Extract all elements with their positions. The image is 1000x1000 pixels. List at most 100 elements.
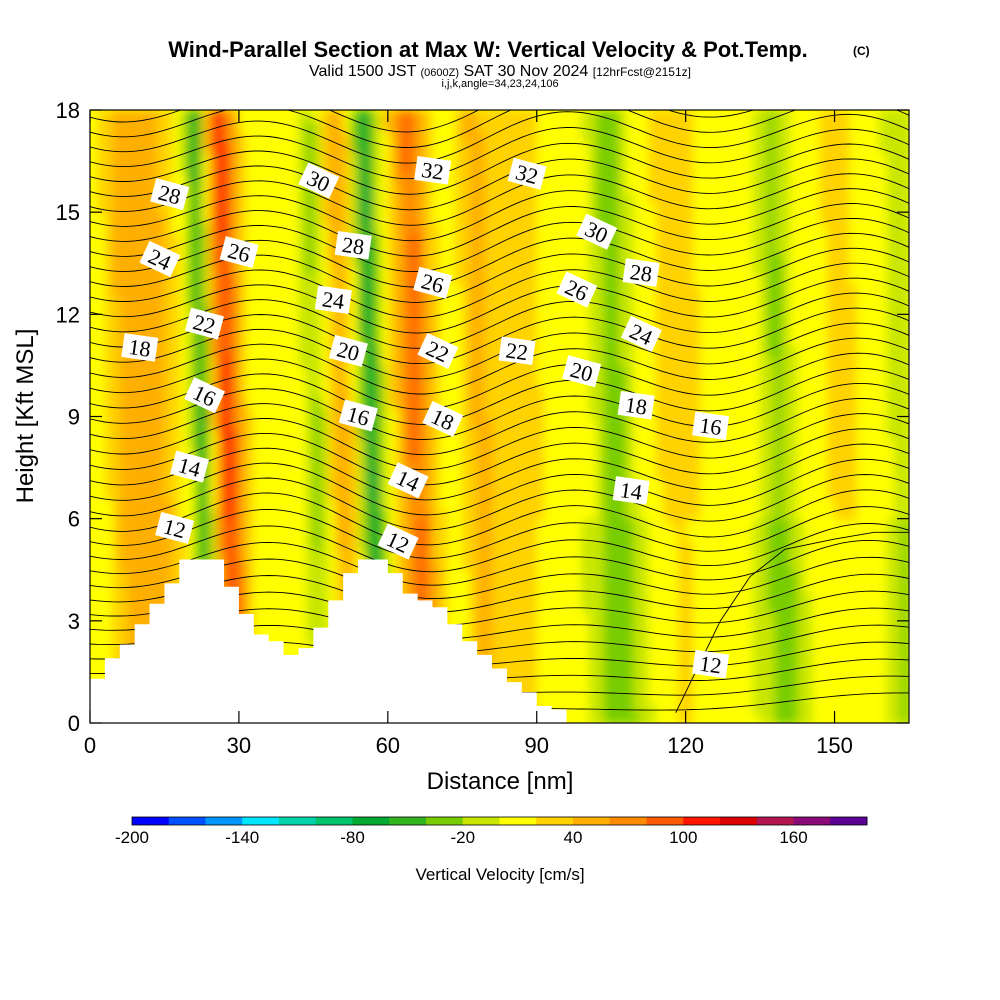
velocity-cell [313, 314, 323, 327]
velocity-cell [462, 447, 472, 459]
velocity-cell [663, 457, 673, 470]
velocity-cell [477, 559, 487, 572]
velocity-cell [425, 508, 434, 521]
velocity-cell [648, 590, 658, 602]
velocity-cell [395, 406, 405, 418]
velocity-cell [283, 620, 293, 633]
velocity-cell [492, 130, 501, 143]
velocity-cell [559, 304, 569, 316]
velocity-cell [417, 385, 427, 398]
velocity-cell [104, 293, 114, 306]
velocity-cell [521, 457, 531, 470]
velocity-cell [97, 273, 107, 286]
velocity-cell [454, 528, 464, 541]
velocity-cell [469, 385, 479, 398]
velocity-cell [112, 304, 122, 316]
velocity-cell [447, 488, 457, 500]
velocity-cell [90, 253, 99, 265]
velocity-cell [425, 140, 434, 153]
velocity-cell [365, 457, 375, 470]
velocity-cell [425, 191, 434, 204]
velocity-cell [112, 283, 122, 296]
velocity-cell [380, 232, 390, 245]
velocity-cell [298, 324, 308, 337]
velocity-cell [529, 549, 539, 562]
velocity-cell [209, 539, 219, 551]
velocity-cell [603, 447, 613, 459]
velocity-cell [425, 212, 434, 224]
velocity-cell [685, 457, 695, 470]
velocity-cell [506, 324, 516, 337]
velocity-cell [246, 498, 256, 510]
velocity-cell [291, 140, 300, 153]
velocity-cell [343, 467, 353, 480]
velocity-cell [529, 293, 539, 306]
velocity-cell [380, 365, 390, 378]
velocity-cell [559, 212, 569, 224]
velocity-cell [127, 569, 137, 582]
velocity-cell [685, 181, 695, 194]
velocity-cell [142, 610, 152, 623]
velocity-cell [231, 110, 241, 122]
velocity-cell [164, 324, 174, 337]
velocity-cell [603, 293, 613, 306]
velocity-cell [119, 150, 129, 163]
velocity-cell [454, 140, 464, 153]
velocity-cell [246, 273, 256, 286]
velocity-cell [447, 201, 457, 214]
velocity-cell [417, 447, 427, 459]
velocity-cell [276, 498, 286, 510]
velocity-cell [499, 477, 509, 490]
velocity-cell [596, 365, 606, 378]
velocity-cell [283, 559, 293, 572]
velocity-cell [343, 508, 353, 521]
velocity-cell [581, 161, 591, 173]
velocity-cell [253, 579, 263, 592]
velocity-cell [157, 375, 166, 388]
velocity-cell [350, 171, 360, 184]
velocity-cell [261, 242, 271, 255]
velocity-cell [425, 467, 434, 480]
velocity-cell [142, 110, 152, 122]
velocity-cell [209, 222, 219, 235]
velocity-cell [663, 477, 673, 490]
velocity-cell [588, 712, 598, 723]
velocity-cell [678, 518, 688, 531]
velocity-cell [477, 191, 487, 204]
velocity-cell [283, 201, 293, 214]
velocity-cell [670, 365, 680, 378]
velocity-cell [462, 334, 472, 347]
velocity-cell [566, 344, 576, 357]
velocity-cell [365, 375, 375, 388]
velocity-cell [529, 304, 539, 316]
velocity-cell [469, 457, 479, 470]
velocity-cell [127, 436, 137, 449]
velocity-cell [685, 600, 695, 613]
velocity-cell [372, 355, 382, 367]
velocity-cell [224, 191, 233, 204]
velocity-cell [663, 702, 673, 715]
velocity-cell [581, 528, 591, 541]
velocity-cell [544, 682, 554, 694]
velocity-cell [246, 120, 256, 132]
velocity-cell [633, 641, 643, 653]
velocity-cell [313, 416, 323, 429]
velocity-cell [588, 631, 598, 643]
velocity-cell [462, 120, 472, 132]
velocity-cell [506, 140, 516, 153]
velocity-cell [164, 293, 174, 306]
velocity-cell [544, 641, 554, 653]
velocity-cell [611, 549, 621, 562]
velocity-cell [186, 549, 196, 562]
velocity-cell [112, 579, 122, 592]
velocity-cell [573, 120, 583, 132]
velocity-cell [670, 406, 680, 418]
velocity-cell [484, 232, 494, 245]
velocity-cell [492, 641, 501, 653]
velocity-cell [700, 569, 710, 582]
velocity-cell [492, 396, 501, 408]
velocity-cell [618, 426, 628, 439]
velocity-cell [216, 242, 226, 255]
velocity-cell [506, 661, 516, 674]
velocity-cell [693, 293, 703, 306]
